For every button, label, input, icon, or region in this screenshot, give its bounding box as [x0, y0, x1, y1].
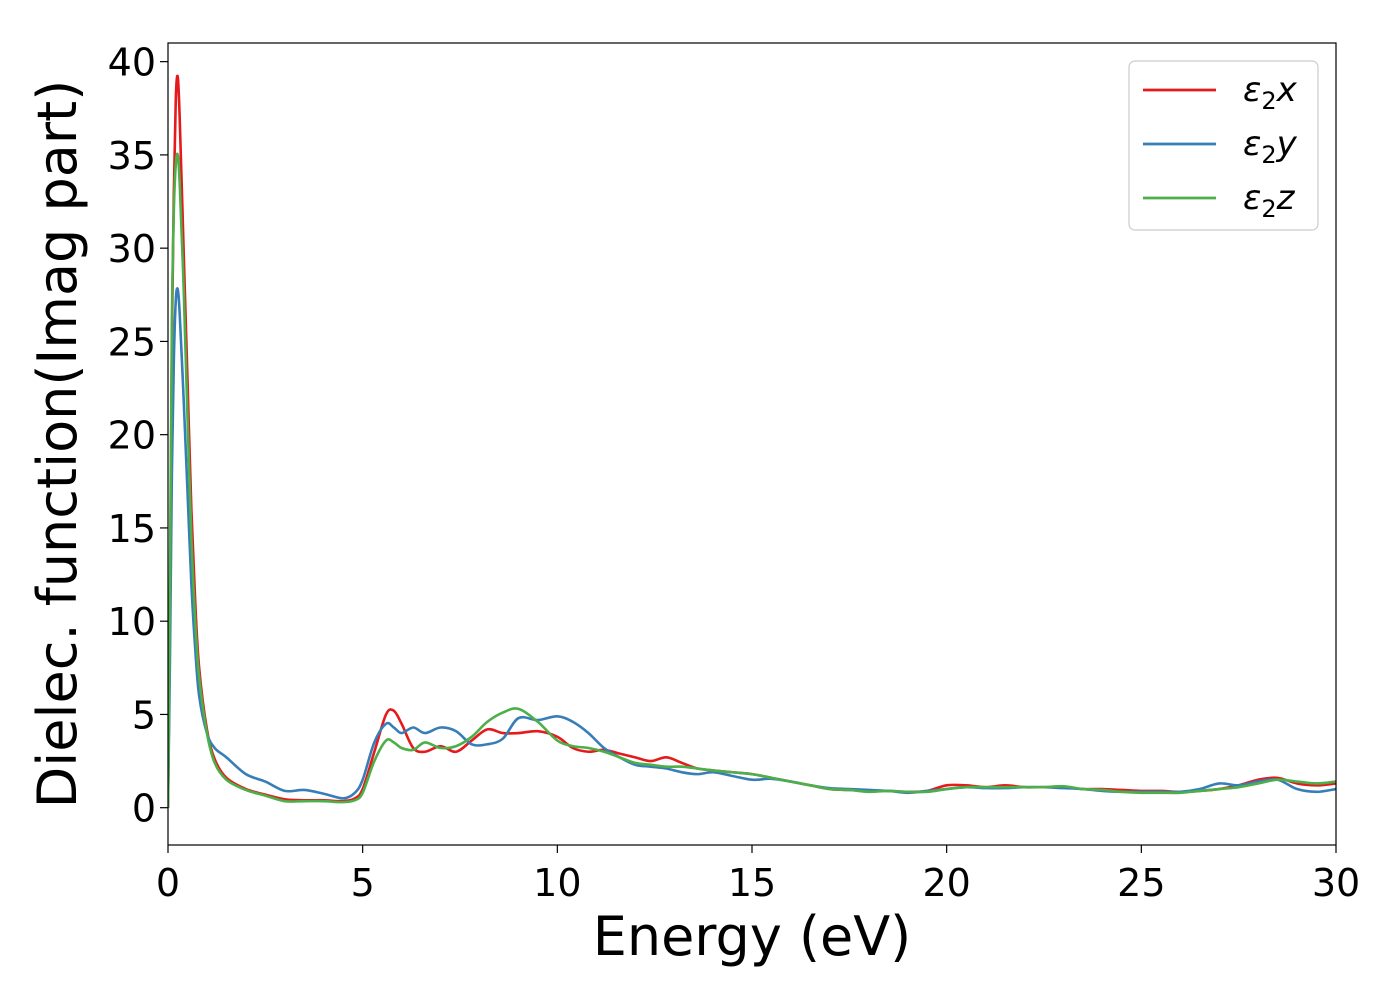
legend-label-x: ε2x: [1243, 70, 1298, 115]
x-tick-label: 5: [351, 861, 375, 905]
legend: ε2x ε2y ε2z: [1128, 60, 1319, 231]
y-tick-label: 5: [132, 693, 156, 737]
x-axis: 0 5 10 15 20 25 30: [156, 845, 1360, 905]
x-axis-title: Energy (eV): [593, 905, 912, 968]
series-line-z: [168, 152, 1336, 808]
x-tick-label: 20: [922, 861, 970, 905]
y-axis: 0 5 10 15 20 25 30 35 40: [108, 41, 168, 831]
series-line-y: [168, 287, 1336, 808]
y-tick-label: 25: [108, 320, 156, 364]
y-tick-label: 40: [108, 41, 156, 85]
legend-box: [1128, 60, 1319, 231]
x-tick-label: 10: [533, 861, 581, 905]
y-tick-label: 30: [108, 227, 156, 271]
legend-label-y: ε2y: [1243, 124, 1298, 169]
y-tick-label: 20: [108, 414, 156, 458]
x-tick-label: 15: [728, 861, 776, 905]
y-tick-label: 10: [108, 600, 156, 644]
x-tick-label: 30: [1312, 861, 1360, 905]
y-axis-title: Dielec. function(Imag part): [26, 80, 89, 809]
series-layer: [168, 74, 1336, 808]
x-tick-label: 0: [156, 861, 180, 905]
x-tick-label: 25: [1117, 861, 1165, 905]
y-tick-label: 0: [132, 787, 156, 831]
y-tick-label: 35: [108, 134, 156, 178]
y-tick-label: 15: [108, 507, 156, 551]
legend-label-z: ε2z: [1243, 178, 1296, 223]
